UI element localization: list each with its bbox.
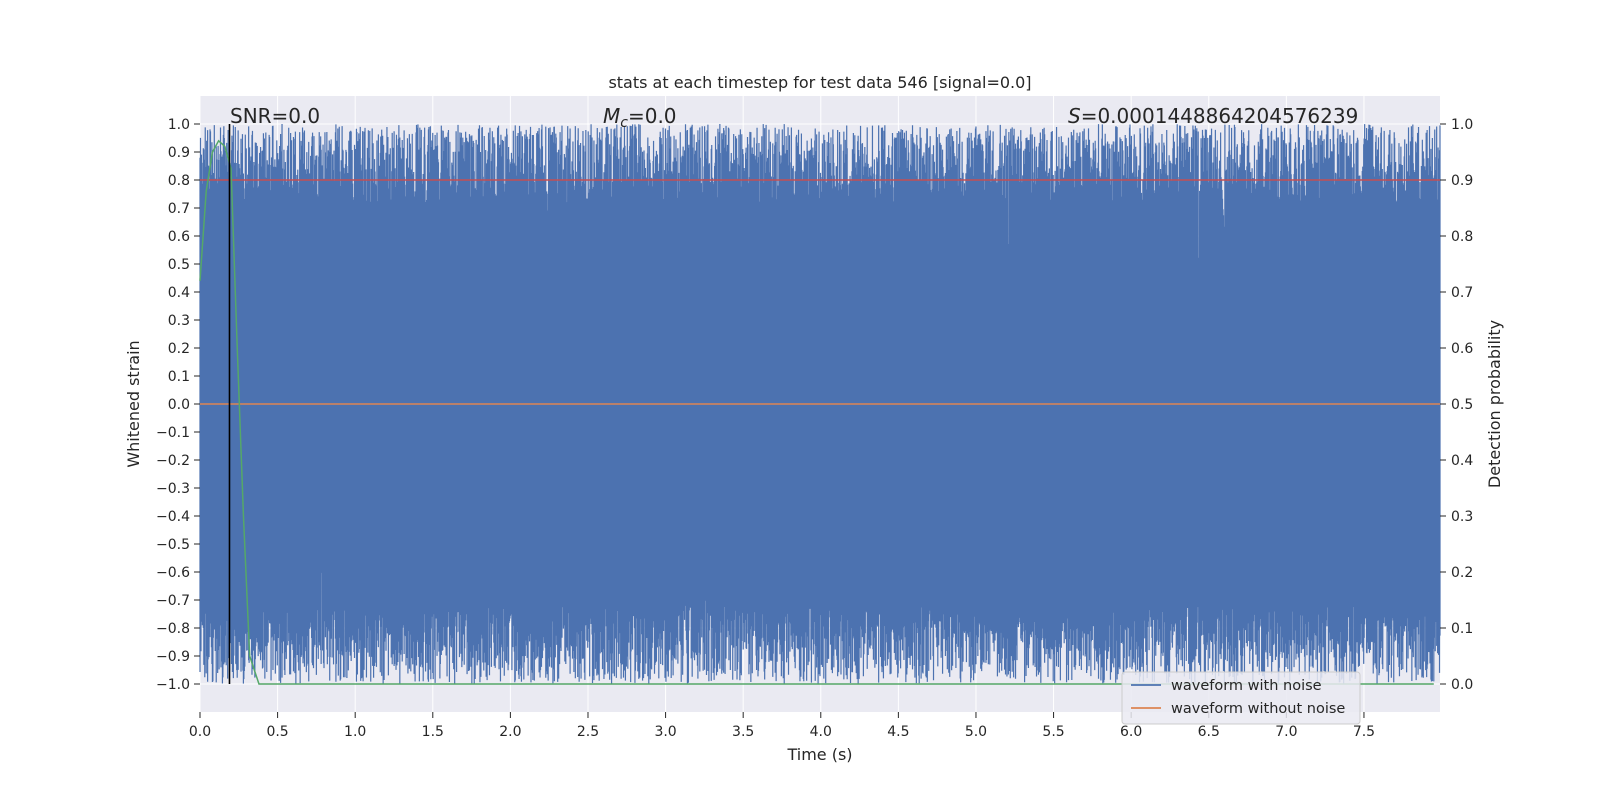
y2-tick-label: 0.5 xyxy=(1451,397,1473,413)
y2-tick-label: 0.9 xyxy=(1451,173,1473,189)
legend: waveform with noise waveform without noi… xyxy=(1121,671,1361,725)
y-tick-label: −0.3 xyxy=(156,481,190,497)
x-tick-label: 6.5 xyxy=(1198,724,1220,740)
chart-title: stats at each timestep for test data 546… xyxy=(608,73,1031,92)
y-tick-label: −0.2 xyxy=(156,453,190,469)
y2-tick-label: 0.8 xyxy=(1451,229,1473,245)
y-tick-label: −0.1 xyxy=(156,425,190,441)
legend-label-clean: waveform without noise xyxy=(1171,701,1345,717)
x-tick-label: 2.0 xyxy=(499,724,521,740)
x-axis-label: Time (s) xyxy=(786,745,852,764)
y-tick-label: −0.5 xyxy=(156,537,190,553)
y-tick-label: −0.9 xyxy=(156,649,190,665)
x-tick-label: 0.5 xyxy=(266,724,288,740)
x-tick-label: 0.0 xyxy=(189,724,211,740)
y-tick-label: −0.8 xyxy=(156,621,190,637)
y-tick-label: 0.1 xyxy=(168,369,190,385)
legend-label-noise: waveform with noise xyxy=(1171,678,1322,694)
x-tick-label: 5.0 xyxy=(965,724,987,740)
y-tick-label: −0.6 xyxy=(156,565,190,581)
x-tick-label: 2.5 xyxy=(577,724,599,740)
y-tick-label: 0.3 xyxy=(168,313,190,329)
x-tick-label: 3.0 xyxy=(654,724,676,740)
y-tick-label: 0.5 xyxy=(168,257,190,273)
y2-tick-label: 0.4 xyxy=(1451,453,1473,469)
y2-tick-label: 0.1 xyxy=(1451,621,1473,637)
x-tick-label: 4.0 xyxy=(810,724,832,740)
y-tick-label: 0.6 xyxy=(168,229,190,245)
x-tick-label: 4.5 xyxy=(887,724,909,740)
s-annotation: S=0.0001448864204576239 xyxy=(1068,104,1358,128)
y2-axis-label: Detection probability xyxy=(1485,320,1504,488)
y-tick-label: 0.2 xyxy=(168,341,190,357)
y-tick-label: −0.4 xyxy=(156,509,190,525)
mc-annotation: Mc=0.0 xyxy=(603,104,677,131)
x-tick-label: 7.5 xyxy=(1353,724,1375,740)
axes: 1.0 0.9 0.8 0.7 0.6 0.5 0.4 0.3 0.2 0.1 0.0 −0.1 −0.… xyxy=(156,117,1473,740)
mc-symbol: M xyxy=(603,104,620,128)
y-tick-label: 0.4 xyxy=(168,285,190,301)
s-symbol: S xyxy=(1068,104,1081,128)
x-tick-label: 6.0 xyxy=(1120,724,1142,740)
s-value: =0.0001448864204576239 xyxy=(1081,104,1359,128)
y2-tick-label: 0.0 xyxy=(1451,677,1473,693)
y-axis-label: Whitened strain xyxy=(124,340,143,467)
y-tick-label: 0.9 xyxy=(168,145,190,161)
x-tick-label: 1.0 xyxy=(344,724,366,740)
y2-tick-label: 1.0 xyxy=(1451,117,1473,133)
mc-subscript: c xyxy=(620,115,628,131)
y-tick-label: 0.8 xyxy=(168,173,190,189)
series-detection-probability xyxy=(199,139,1434,685)
y2-tick-label: 0.3 xyxy=(1451,509,1473,525)
x-tick-label: 5.5 xyxy=(1042,724,1064,740)
y-tick-label: 0.0 xyxy=(168,397,190,413)
y2-tick-label: 0.7 xyxy=(1451,285,1473,301)
x-tick-label: 7.0 xyxy=(1275,724,1297,740)
x-tick-label: 3.5 xyxy=(732,724,754,740)
x-tick-label: 1.5 xyxy=(422,724,444,740)
y2-tick-label: 0.2 xyxy=(1451,565,1473,581)
y-tick-label: 0.7 xyxy=(168,201,190,217)
mc-value: =0.0 xyxy=(628,104,677,128)
legend-box xyxy=(1121,671,1361,725)
data-layer xyxy=(199,124,1441,685)
y-tick-label: −1.0 xyxy=(156,677,190,693)
y-tick-label: −0.7 xyxy=(156,593,190,609)
snr-annotation: SNR=0.0 xyxy=(230,104,320,128)
y2-tick-label: 0.6 xyxy=(1451,341,1473,357)
series-waveform-with-noise xyxy=(199,124,1441,684)
y-tick-label: 1.0 xyxy=(168,117,190,133)
